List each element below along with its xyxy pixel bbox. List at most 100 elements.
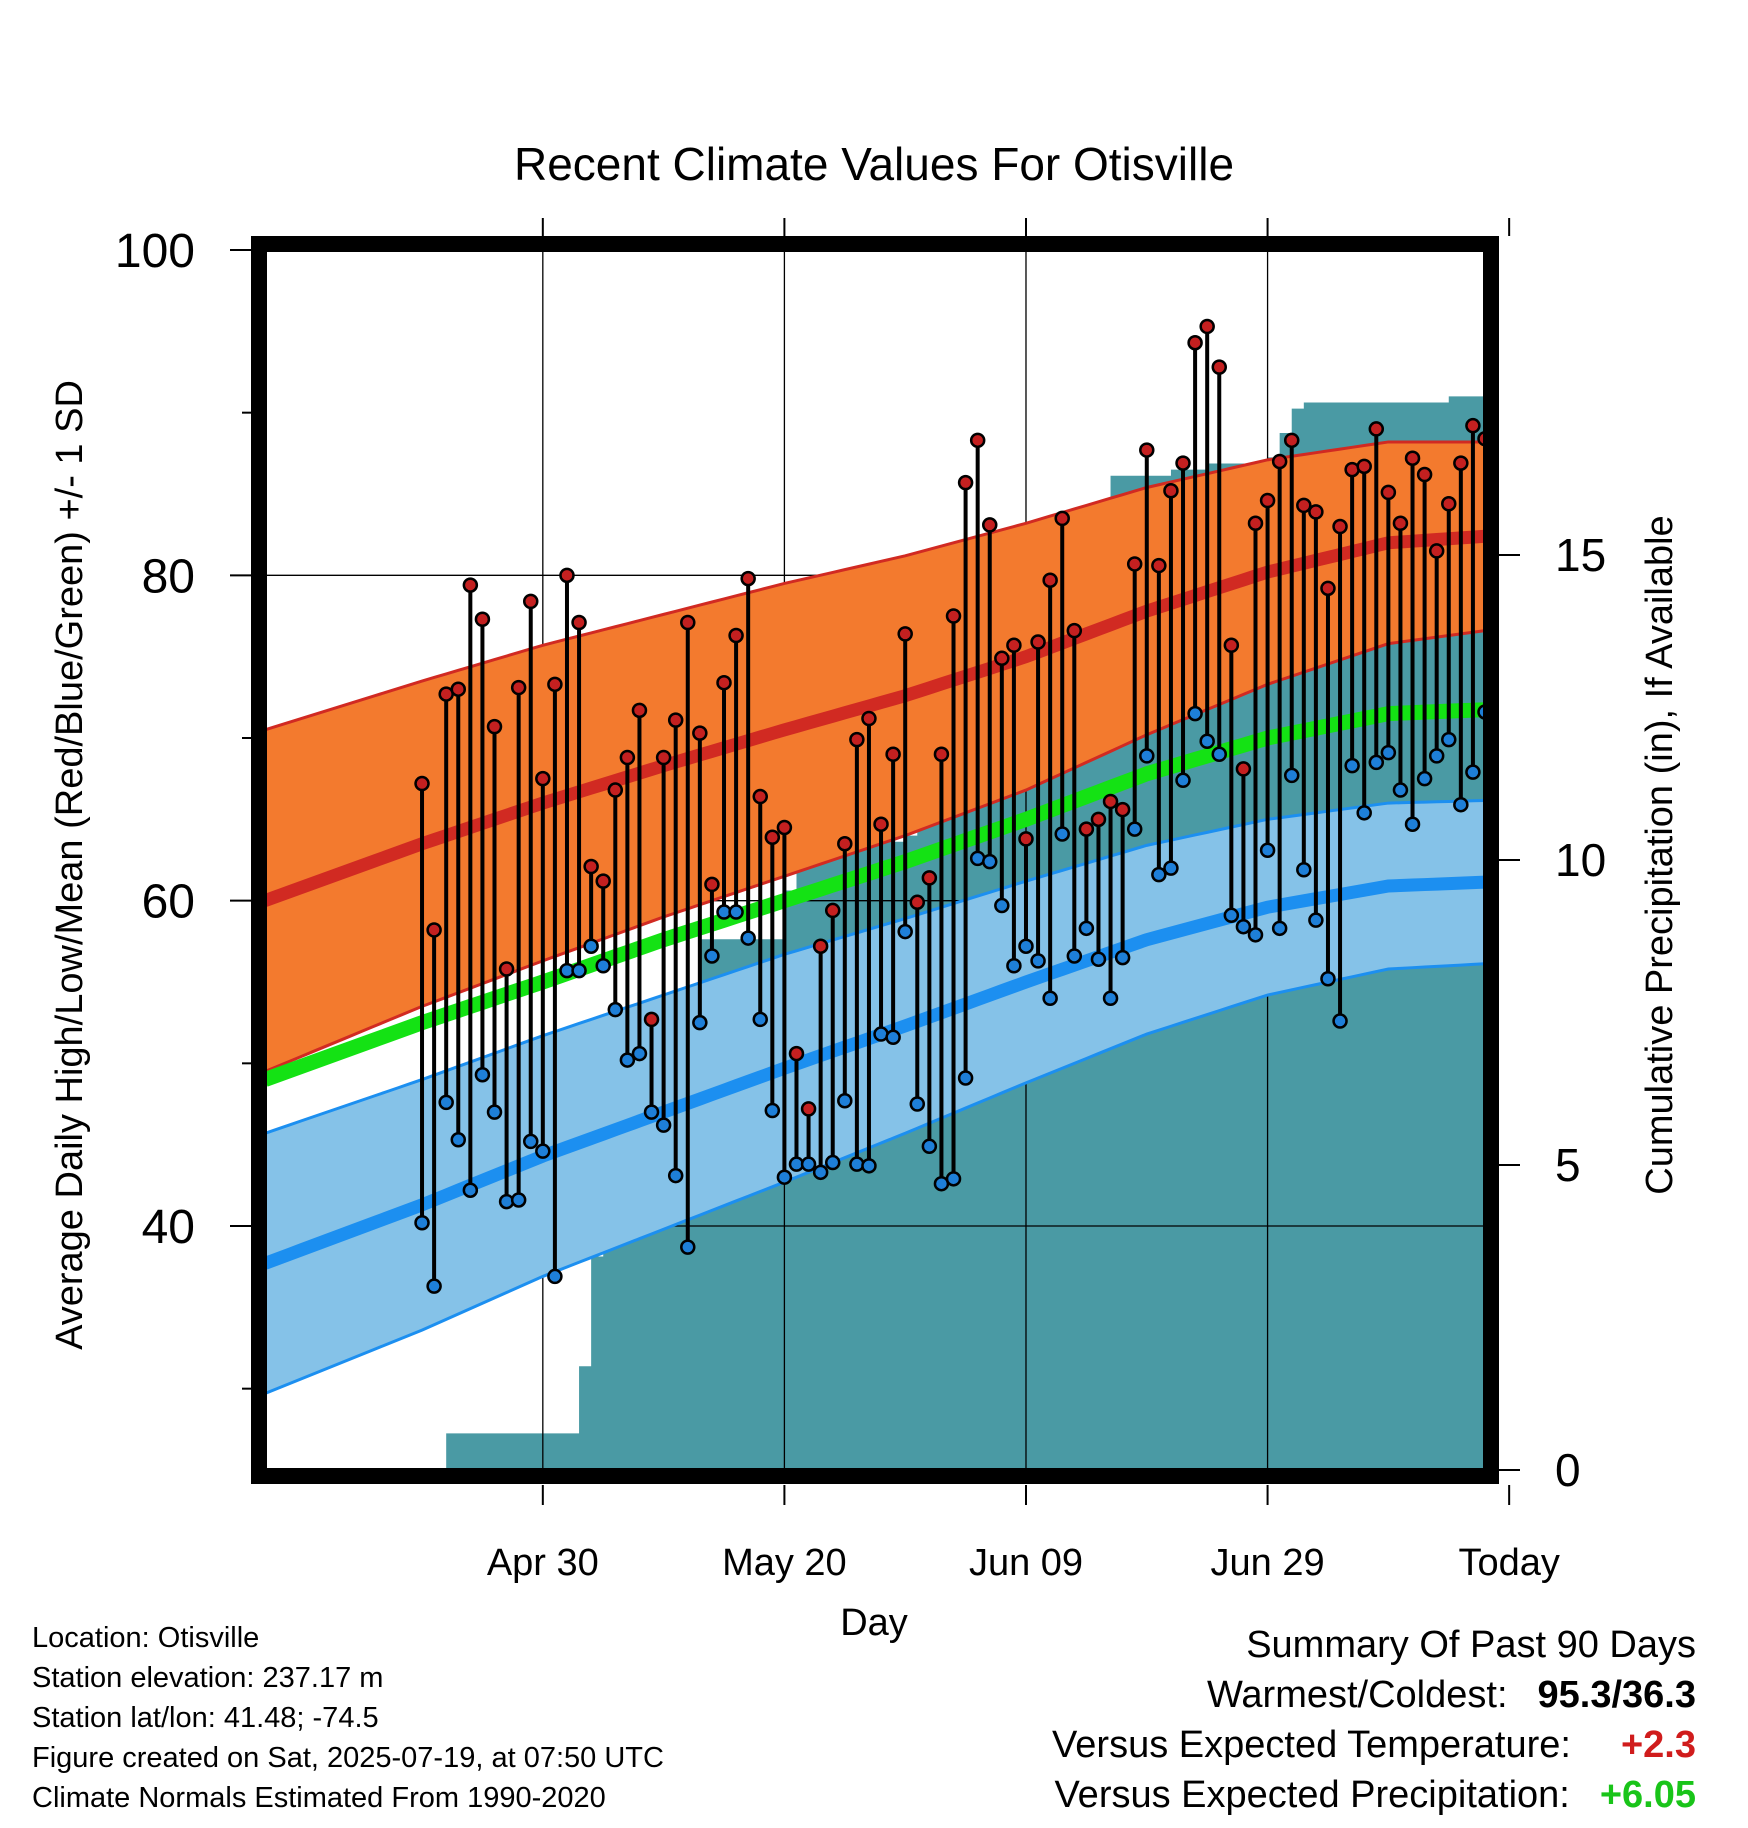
low-point xyxy=(1428,748,1445,764)
low-point xyxy=(1151,866,1167,883)
high-point xyxy=(655,749,672,766)
high-point xyxy=(619,749,636,766)
high-point xyxy=(571,614,587,631)
high-normal-lower-edge xyxy=(265,629,1485,1073)
x-axis-label: Day xyxy=(840,1602,908,1644)
high-point xyxy=(1126,556,1143,572)
high-point xyxy=(740,570,756,587)
low-point xyxy=(824,1154,841,1171)
high-point xyxy=(1283,432,1300,449)
precip-departure-label: Versus Expected Precipitation: xyxy=(1054,1774,1570,1816)
low-point xyxy=(776,1169,793,1185)
high-point xyxy=(969,432,986,449)
low-point xyxy=(1416,770,1433,787)
high-point xyxy=(667,712,684,728)
high-point xyxy=(945,608,962,624)
low-point xyxy=(1175,772,1191,789)
high-point xyxy=(957,474,974,491)
low-point xyxy=(547,1268,563,1285)
low-point xyxy=(1392,782,1409,798)
low-point xyxy=(740,930,756,946)
x-tick-label: Jun 29 xyxy=(1211,1542,1325,1584)
high-point xyxy=(1030,634,1046,650)
high-point xyxy=(486,718,503,735)
low-point xyxy=(583,938,599,954)
high-point xyxy=(1223,637,1240,654)
low-point xyxy=(1090,951,1107,967)
summary-title: Summary Of Past 90 Days xyxy=(1246,1624,1696,1666)
high-point xyxy=(921,870,938,886)
low-point xyxy=(1441,731,1457,748)
low-point xyxy=(1308,912,1324,928)
low-point xyxy=(486,1104,503,1120)
low-point xyxy=(462,1182,479,1198)
low-point xyxy=(631,1045,648,1062)
window-label-line: 90 xyxy=(1517,1377,1557,1418)
high-point xyxy=(1078,821,1095,837)
high-point xyxy=(837,835,853,852)
high-point xyxy=(498,961,515,977)
low-point xyxy=(1247,927,1264,943)
high-point xyxy=(1380,484,1397,501)
low-point xyxy=(800,1156,817,1172)
precip-departure-value: +6.05 xyxy=(1599,1774,1696,1816)
low-point xyxy=(1271,920,1288,937)
low-point xyxy=(450,1132,467,1148)
high-point xyxy=(1066,622,1083,639)
created-text: Figure created on Sat, 2025-07-19, at 07… xyxy=(32,1742,664,1774)
high-point xyxy=(1416,466,1433,483)
high-point xyxy=(607,782,624,798)
low-point xyxy=(1404,816,1421,832)
low-point xyxy=(1368,754,1385,771)
high-point xyxy=(788,1045,805,1062)
low-point xyxy=(957,1070,974,1086)
latlon-text: Station lat/lon: 41.48; -74.5 xyxy=(32,1702,379,1734)
normal-bands xyxy=(265,440,1485,1395)
x-tick-label: Jun 09 xyxy=(969,1542,1083,1584)
high-point xyxy=(982,517,998,533)
high-point xyxy=(1211,359,1228,375)
high-point xyxy=(1114,801,1131,818)
low-point xyxy=(812,1164,829,1181)
low-normal-band xyxy=(265,800,1485,1394)
low-point xyxy=(704,948,720,964)
high-point xyxy=(1320,580,1336,597)
high-point xyxy=(776,819,793,836)
high-point xyxy=(1102,793,1119,810)
low-point xyxy=(1356,805,1372,821)
station-info: Location: Otisville Station elevation: 2… xyxy=(32,1618,664,1818)
high-point xyxy=(583,858,599,875)
temp-departure-label: Versus Expected Temperature: xyxy=(1052,1724,1571,1766)
x-tick-label: May 20 xyxy=(722,1542,847,1584)
low-point xyxy=(1030,953,1046,969)
low-point xyxy=(945,1171,962,1187)
high-point xyxy=(994,650,1010,667)
low-point xyxy=(885,1029,901,1046)
low-point xyxy=(1042,990,1058,1007)
low-point xyxy=(1078,920,1095,937)
low-normal-lower-edge xyxy=(265,962,1485,1395)
plot-area: 90 Days xyxy=(265,250,1557,1470)
y2-tick-label: 5 xyxy=(1555,1139,1581,1191)
low-point xyxy=(595,957,611,974)
high-point xyxy=(824,902,841,919)
high-point xyxy=(1054,510,1070,527)
low-point xyxy=(1006,957,1022,974)
low-point xyxy=(764,1102,781,1119)
high-point xyxy=(1235,761,1252,777)
low-point xyxy=(1283,767,1300,784)
y2-tick-label: 15 xyxy=(1555,529,1606,581)
high-point xyxy=(559,567,575,584)
high-point xyxy=(897,626,913,642)
low-point xyxy=(474,1066,491,1083)
low-point xyxy=(1054,826,1070,842)
high-point xyxy=(1441,496,1457,512)
y2-axis-label: Cumulative Precipitation (in), If Availa… xyxy=(1639,515,1681,1194)
y2-tick-label: 10 xyxy=(1555,834,1606,886)
axes: 40 60 80 100 0 5 10 15 Apr 30 May 20 Jun 09 Jun 29 T… xyxy=(115,218,1606,1584)
x-tick-label: Apr 30 xyxy=(487,1542,599,1584)
high-point xyxy=(631,702,648,719)
high-point xyxy=(426,922,442,938)
low-point xyxy=(692,1014,708,1031)
